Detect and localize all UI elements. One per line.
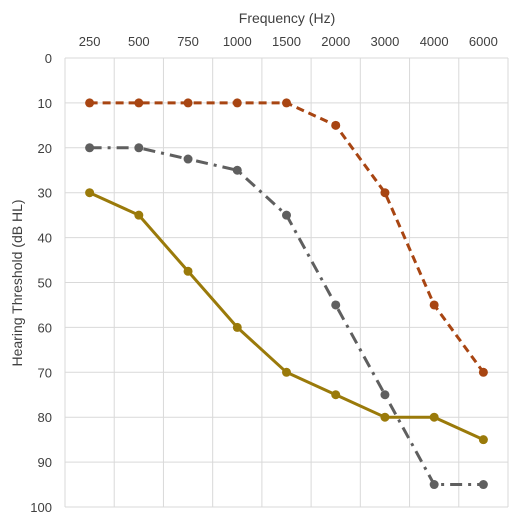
x-tick-label: 750 <box>177 34 199 49</box>
series-3-point <box>282 367 291 377</box>
series-1-point <box>429 300 439 310</box>
series-2-point <box>380 390 390 400</box>
series-1-point <box>380 188 390 198</box>
series-layer <box>85 98 488 490</box>
series-2-point <box>429 480 439 490</box>
series-1-point <box>331 120 341 130</box>
y-tick-label: 0 <box>45 51 52 66</box>
series-3-point <box>183 266 193 276</box>
x-tick-label: 250 <box>79 34 101 49</box>
y-axis-title: Hearing Threshold (dB HL) <box>9 199 25 366</box>
y-tick-label: 60 <box>38 320 52 335</box>
x-tick-label: 1500 <box>272 34 301 49</box>
series-3-point <box>380 412 390 422</box>
series-3-point <box>429 412 439 422</box>
series-2-point <box>282 210 291 220</box>
y-tick-label: 90 <box>38 455 52 470</box>
series-2-point <box>478 480 488 490</box>
series-3-point <box>85 188 95 198</box>
x-tick-label: 3000 <box>370 34 399 49</box>
label-layer: Frequency (Hz) Hearing Threshold (dB HL)… <box>9 10 498 515</box>
series-2-point <box>85 143 95 153</box>
y-tick-label: 40 <box>38 231 52 246</box>
x-tick-label: 2000 <box>321 34 350 49</box>
x-axis-title: Frequency (Hz) <box>239 10 335 26</box>
series-3-point <box>134 210 144 220</box>
series-2-point <box>134 143 144 153</box>
x-tick-label: 500 <box>128 34 150 49</box>
series-3-line <box>88 191 485 442</box>
x-tick-label: 6000 <box>469 34 498 49</box>
series-2-line <box>89 146 484 487</box>
y-tick-label: 50 <box>38 276 52 291</box>
series-3-point <box>478 435 488 445</box>
series-3-point <box>331 390 341 400</box>
grid-layer <box>64 57 509 508</box>
y-tick-label: 70 <box>38 365 52 380</box>
y-tick-label: 10 <box>38 96 52 111</box>
series-1-point <box>85 98 95 108</box>
series-1-point <box>478 367 488 377</box>
x-tick-label: 4000 <box>420 34 449 49</box>
series-2-point <box>331 300 341 310</box>
y-tick-label: 30 <box>38 186 52 201</box>
series-1-point <box>183 98 193 108</box>
x-tick-label: 1000 <box>223 34 252 49</box>
series-2-point <box>232 165 242 175</box>
series-1-point <box>232 98 242 108</box>
series-3-point <box>232 322 242 332</box>
series-1-point <box>282 98 291 108</box>
series-1-point <box>134 98 144 108</box>
series-2-point <box>183 154 193 164</box>
y-tick-label: 80 <box>38 410 52 425</box>
y-tick-label: 100 <box>30 500 52 515</box>
y-tick-label: 20 <box>38 141 52 156</box>
